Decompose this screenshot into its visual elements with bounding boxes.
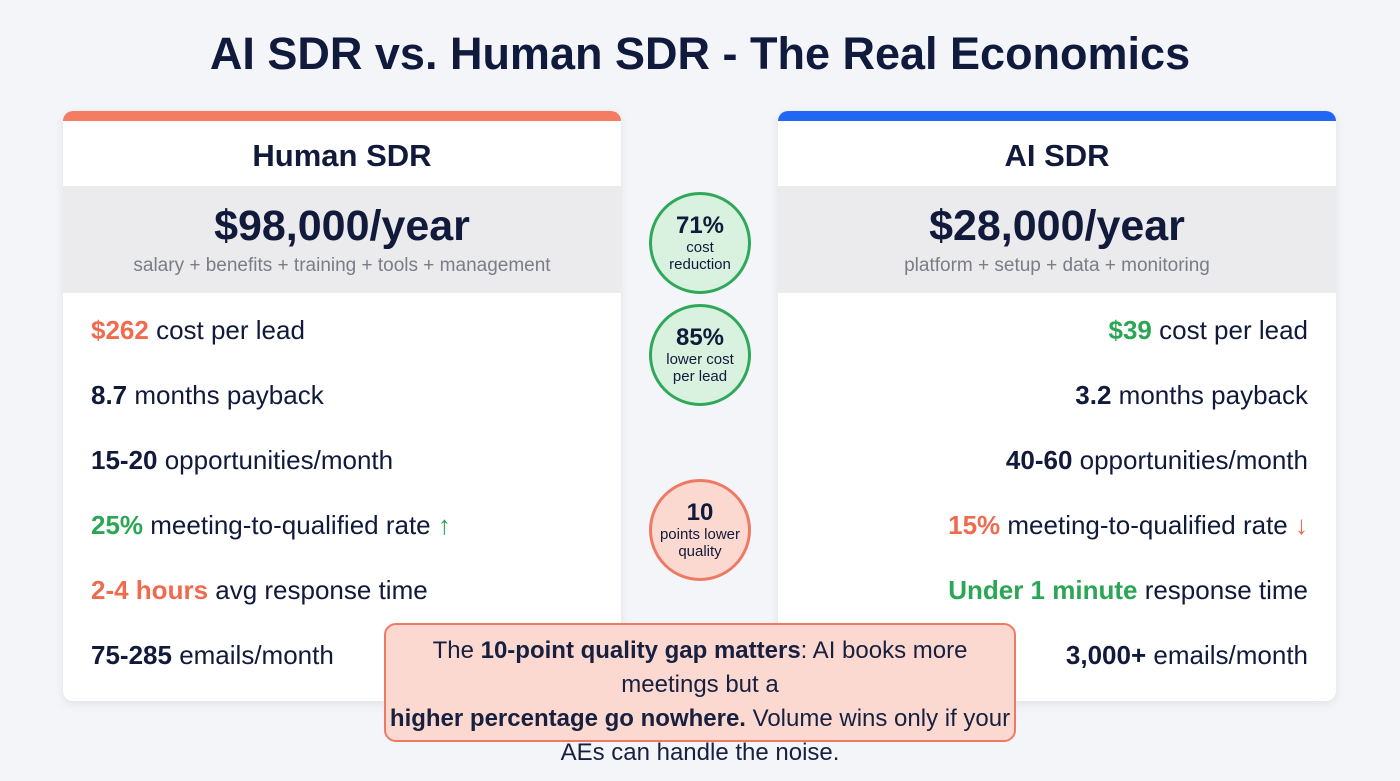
price-band: $28,000/year platform + setup + data + m… [778,186,1336,293]
metric-value: Under 1 minute [948,575,1138,605]
callout-text: : AI books more meetings but a [621,637,968,698]
annual-cost: $28,000/year [929,202,1185,250]
metric-value: $262 [91,315,149,345]
callout-text: Volume wins only if your AEs can handle … [560,705,1011,766]
metric-row: 15-20 opportunities/month [63,439,621,504]
cost-breakdown: salary + benefits + training + tools + m… [133,255,551,276]
price-band: $98,000/year salary + benefits + trainin… [63,186,621,293]
metric-value: 75-285 [91,640,172,670]
metric-row: 15% meeting-to-qualified rate ↓ [778,504,1336,569]
metric-row: $262 cost per lead [63,309,621,374]
metric-label: response time [1137,575,1308,605]
badge-cost-reduction: 71% cost reduction [649,192,751,294]
metric-label: opportunities/month [157,445,394,475]
metric-label: meeting-to-qualified rate [143,510,438,540]
human-sdr-card: Human SDR $98,000/year salary + benefits… [63,111,621,701]
badge-label: lower cost per lead [666,351,734,385]
metric-label: emails/month [171,640,334,670]
metric-label: emails/month [1146,640,1308,670]
metric-row: 40-60 opportunities/month [778,439,1336,504]
card-heading: AI SDR [1004,138,1110,173]
metric-value: 2-4 hours [91,575,209,605]
metric-label: cost per lead [1151,315,1308,345]
badge-quality: 10 points lower quality [649,479,751,581]
badge-value: 85% [675,324,725,351]
metric-value: 15-20 [91,445,158,475]
callout-emphasis: higher percentage go nowhere. [389,705,746,732]
badge-label: points lower quality [659,526,741,560]
metric-row: 2-4 hours avg response time [63,569,621,634]
badge-value: 71% [675,212,725,239]
metric-value: $39 [1108,315,1152,345]
card-heading: Human SDR [252,138,432,173]
page-title: AI SDR vs. Human SDR - The Real Economic… [209,28,1191,79]
metric-row: 3.2 months payback [778,374,1336,439]
metric-row: 3,000+ emails/month [778,634,1336,699]
badge-label: cost reduction [669,239,731,273]
arrow-up-icon: ↑ [437,510,451,540]
metric-row: 8.7 months payback [63,374,621,439]
badge-value: 10 [686,499,714,526]
metric-label: months payback [127,380,324,410]
metric-value: 3,000+ [1065,640,1147,670]
annual-cost: $98,000/year [214,202,470,250]
metric-value: 3.2 [1075,380,1112,410]
metric-row: Under 1 minute response time [778,569,1336,634]
callout-emphasis: 10-point quality gap matters [480,637,801,664]
metric-row: 25% meeting-to-qualified rate ↑ [63,504,621,569]
metric-value: 8.7 [91,380,128,410]
quality-gap-callout: The 10-point quality gap matters: AI boo… [384,623,1016,766]
accent-bar [63,111,621,121]
cost-breakdown: platform + setup + data + monitoring [904,255,1210,276]
metric-label: months payback [1111,380,1308,410]
metric-label: meeting-to-qualified rate [1000,510,1295,540]
metric-row: $39 cost per lead [778,309,1336,374]
metric-row: 75-285 emails/month [63,634,621,699]
arrow-down-icon: ↓ [1295,510,1308,540]
metric-value: 15% [948,510,1001,540]
metric-label: opportunities/month [1072,445,1308,475]
metric-label: cost per lead [148,315,305,345]
accent-bar [778,111,1336,121]
badge-cost-per-lead: 85% lower cost per lead [649,304,751,406]
ai-sdr-card: AI SDR $28,000/year platform + setup + d… [778,111,1336,701]
callout-text: The [432,637,481,664]
metric-label: avg response time [208,575,428,605]
metric-value: 40-60 [1005,445,1073,475]
metric-value: 25% [91,510,144,540]
